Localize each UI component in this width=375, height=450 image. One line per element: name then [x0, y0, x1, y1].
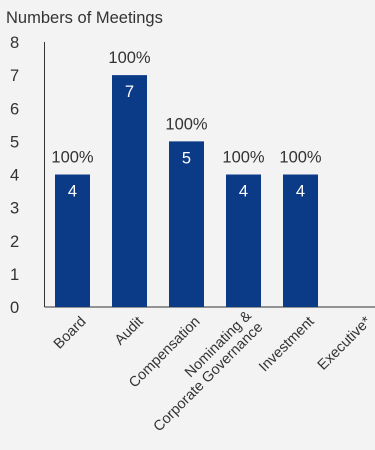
bar-value-label: 4 — [239, 183, 248, 201]
category-label-line: Board — [51, 314, 90, 353]
y-tick-labels: 0 1 2 3 4 5 6 7 8 — [10, 34, 19, 317]
attendance-label: 100% — [165, 115, 208, 133]
category-label-line: Investment — [256, 314, 317, 375]
category-label: Executive* — [315, 314, 375, 374]
y-tick-label: 8 — [10, 34, 19, 52]
y-tick-label: 7 — [10, 67, 19, 85]
bar-labels: 4 100% 7 100% 5 100% 4 100% 4 100% — [51, 49, 322, 200]
attendance-label: 100% — [222, 149, 265, 167]
y-tick-label: 1 — [10, 266, 19, 284]
category-label-line: Executive* — [315, 314, 375, 374]
category-label: Investment — [256, 314, 317, 375]
category-label: Nominating &Corporate Governance — [139, 308, 266, 435]
bar — [55, 174, 90, 307]
bar — [226, 174, 261, 307]
bar — [112, 75, 147, 307]
bar-value-label: 4 — [68, 183, 77, 201]
bars — [55, 75, 318, 307]
bar — [169, 141, 204, 307]
y-tick-label: 4 — [10, 167, 19, 185]
bar — [283, 174, 318, 307]
category-label-line: Audit — [112, 314, 147, 349]
bar-value-label: 4 — [296, 183, 305, 201]
attendance-label: 100% — [279, 149, 322, 167]
category-label: Board — [51, 314, 90, 353]
y-tick-label: 5 — [10, 133, 19, 151]
y-tick-label: 6 — [10, 100, 19, 118]
bar-value-label: 5 — [182, 149, 191, 167]
y-tick-label: 3 — [10, 200, 19, 218]
y-tick-label: 2 — [10, 233, 19, 251]
attendance-label: 100% — [108, 49, 151, 67]
y-tick-label: 0 — [10, 299, 19, 317]
category-label: Audit — [112, 314, 147, 349]
chart-title: Numbers of Meetings — [6, 9, 163, 27]
attendance-label: 100% — [51, 149, 94, 167]
bar-value-label: 7 — [125, 83, 134, 101]
